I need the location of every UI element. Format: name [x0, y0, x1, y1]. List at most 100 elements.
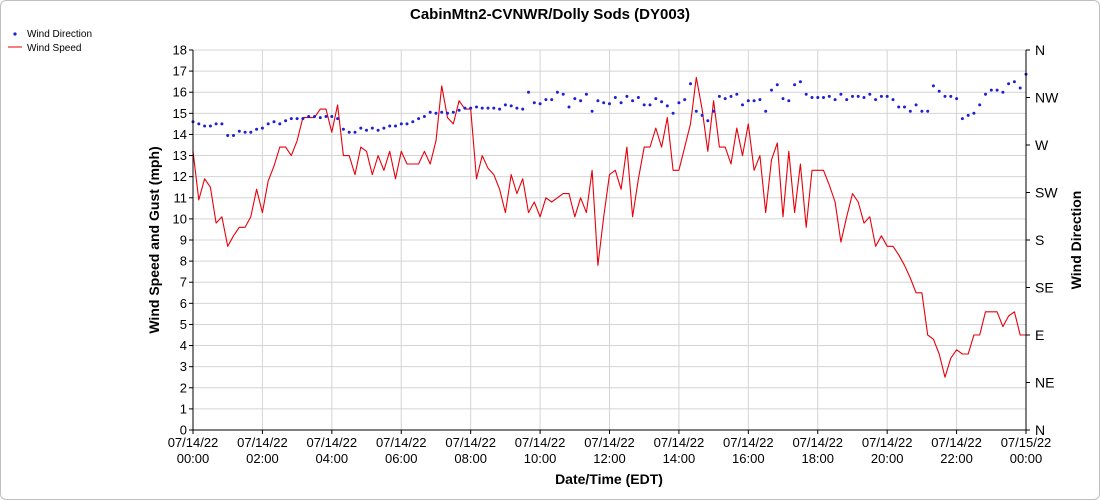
wind-direction-point [868, 92, 872, 96]
wind-direction-point [1001, 90, 1005, 94]
wind-direction-point [538, 102, 542, 106]
x-tick-time: 14:00 [663, 451, 696, 466]
wind-direction-point [741, 103, 744, 107]
x-tick-time: 22:00 [940, 451, 973, 466]
wind-direction-point [770, 88, 773, 92]
wind-direction-point [874, 98, 878, 102]
y-tick-label: 18 [173, 43, 187, 58]
wind-direction-point [677, 101, 681, 105]
wind-direction-point [388, 124, 392, 128]
y2-tick-label: S [1035, 232, 1044, 248]
wind-direction-point [984, 92, 987, 96]
wind-direction-point [324, 115, 328, 118]
wind-direction-point [602, 101, 606, 105]
wind-direction-point [955, 97, 959, 101]
wind-direction-point [203, 124, 207, 128]
wind-direction-point [463, 106, 467, 110]
wind-direction-point [521, 107, 525, 111]
wind-direction-point [503, 103, 507, 107]
wind-direction-point [260, 126, 264, 130]
y2-tick-label: W [1035, 137, 1049, 153]
wind-direction-point [527, 90, 530, 94]
wind-direction-point [573, 97, 577, 101]
y-tick-label: 10 [173, 211, 187, 226]
wind-direction-point [492, 106, 496, 110]
wind-direction-point [596, 99, 600, 103]
wind-direction-point [1018, 86, 1022, 90]
wind-direction-point [937, 89, 941, 93]
wind-direction-point [636, 96, 640, 99]
x-tick-date: 07/15/22 [1001, 435, 1052, 450]
wind-direction-point [717, 94, 721, 98]
wind-direction-point [931, 84, 935, 88]
wind-direction-point [394, 124, 397, 128]
wind-direction-point [613, 96, 617, 99]
wind-direction-point [845, 98, 849, 102]
wind-direction-point [555, 90, 559, 94]
wind-direction-point [989, 88, 993, 92]
x-tick-time: 20:00 [871, 451, 904, 466]
wind-direction-point [284, 119, 288, 123]
wind-direction-point [665, 104, 669, 108]
x-tick-date: 07/14/22 [723, 435, 774, 450]
wind-direction-point [793, 83, 797, 87]
wind-direction-point [723, 97, 727, 101]
wind-direction-point [798, 80, 802, 84]
y-tick-label: 6 [180, 296, 187, 311]
wind-direction-point [220, 122, 224, 126]
y2-tick-label: SE [1035, 280, 1054, 296]
wind-direction-point [550, 98, 554, 102]
wind-direction-point [446, 111, 449, 115]
wind-direction-point [879, 94, 883, 98]
wind-direction-point [700, 113, 704, 117]
wind-direction-point [469, 106, 473, 110]
y-tick-label: 3 [180, 359, 187, 374]
axes: 012345678910111213141516171807/14/2200:0… [168, 42, 1059, 466]
wind-direction-point [816, 96, 820, 99]
x-tick-date: 07/14/22 [237, 435, 288, 450]
wind-direction-point [833, 98, 837, 102]
wind-direction-point [972, 111, 976, 115]
wind-direction-point [480, 106, 484, 110]
wind-direction-point [851, 94, 854, 98]
wind-direction-point [232, 134, 235, 137]
x-tick-date: 07/14/22 [584, 435, 635, 450]
wind-direction-point [266, 122, 270, 126]
wind-direction-point [295, 117, 299, 121]
wind-direction-point [341, 127, 345, 131]
x-axis-label: Date/Time (EDT) [555, 471, 663, 487]
wind-direction-point [787, 99, 791, 103]
wind-direction-point [197, 122, 201, 126]
x-tick-date: 07/14/22 [307, 435, 358, 450]
wind-direction-point [584, 92, 588, 96]
wind-speed-line [192, 76, 1026, 378]
wind-direction-point [966, 113, 970, 117]
wind-direction-point [457, 108, 461, 112]
wind-direction-point [949, 94, 953, 98]
wind-direction-point [475, 105, 478, 109]
wind-direction-point [1007, 82, 1011, 86]
y-tick-label: 4 [180, 338, 187, 353]
wind-direction-point [746, 99, 750, 103]
wind-direction-point [856, 94, 860, 98]
wind-direction-point [509, 104, 513, 108]
y2-tick-label: N [1035, 42, 1045, 58]
wind-direction-point [683, 98, 687, 102]
y-tick-label: 9 [180, 233, 187, 248]
wind-direction-point [370, 126, 374, 130]
wind-direction-point [330, 115, 334, 118]
wind-direction-point [712, 109, 716, 113]
y-tick-label: 17 [173, 64, 187, 79]
x-tick-date: 07/14/22 [376, 435, 427, 450]
wind-direction-point [561, 92, 565, 96]
wind-direction-point [764, 109, 768, 113]
legend: Wind Direction Wind Speed [8, 29, 92, 54]
wind-direction-point [208, 124, 212, 128]
y-tick-label: 16 [173, 85, 187, 100]
wind-direction-point [353, 130, 357, 134]
wind-direction-point [920, 109, 924, 113]
wind-direction-point [752, 99, 756, 103]
x-tick-time: 06:00 [385, 451, 418, 466]
wind-direction-point [903, 105, 906, 109]
